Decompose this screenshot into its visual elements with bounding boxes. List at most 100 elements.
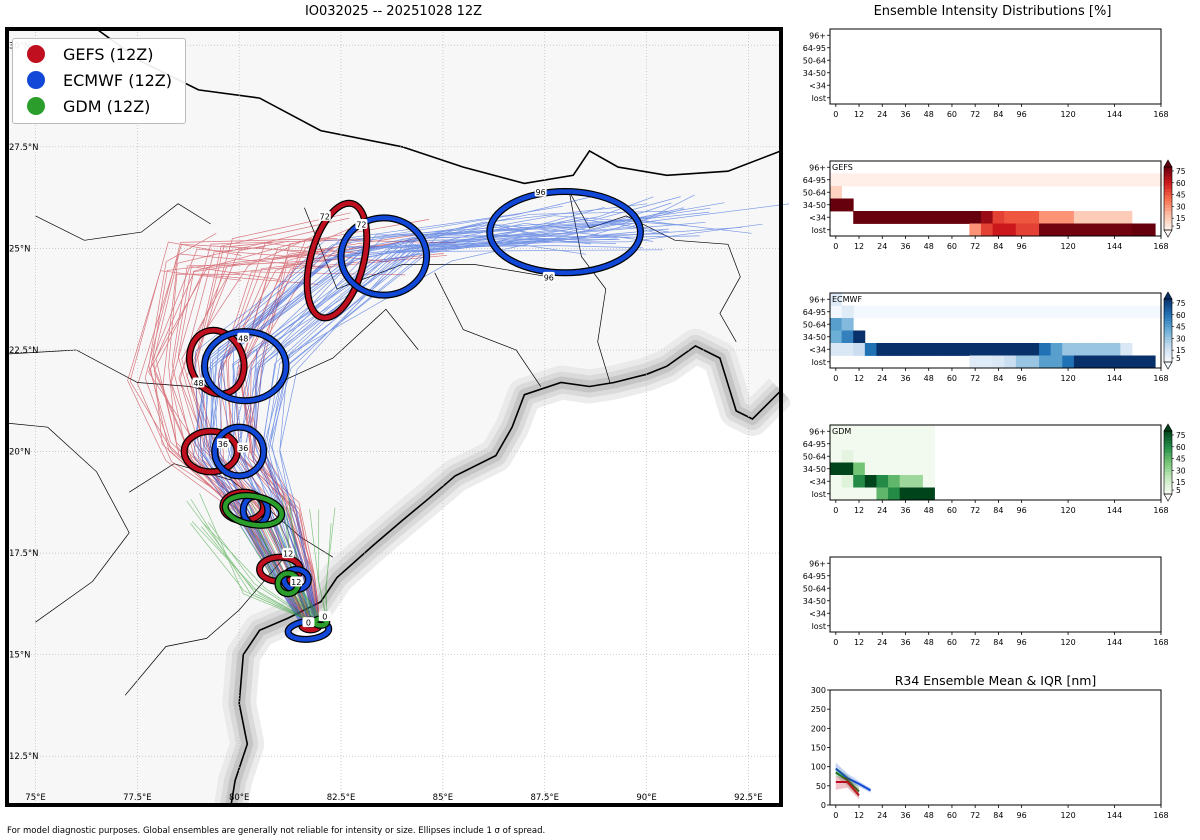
empty-bottom-x-tick-label: 168: [1153, 638, 1168, 647]
ecmwf-x-tick-label: 60: [947, 374, 957, 383]
gefs-cell: [1062, 223, 1075, 237]
gdm-y-tick-label: 96+: [809, 427, 826, 436]
r34-x-tick-label: 36: [900, 811, 910, 820]
gdm-cell: [876, 425, 889, 438]
colorbar-segment: [1164, 176, 1172, 181]
colorbar-segment: [1164, 475, 1172, 479]
gefs-x-tick-label: 72: [970, 242, 980, 251]
ecmwf-x-tick-label: 12: [854, 374, 864, 383]
ecmwf-x-tick-label: 96: [1017, 374, 1027, 383]
gefs-cell: [957, 173, 970, 187]
colorbar-segment: [1164, 352, 1172, 357]
gefs-ellipse-36: [181, 428, 240, 475]
colorbar-segment: [1164, 349, 1172, 354]
gefs-cell: [1143, 223, 1156, 237]
colorbar-segment: [1164, 185, 1172, 190]
colorbar-segment: [1164, 223, 1172, 228]
ecmwf-cell: [980, 355, 993, 369]
ecmwf-cell: [946, 343, 959, 356]
gefs-ellipse-72: [304, 201, 370, 321]
ecmwf-cell: [1039, 305, 1052, 319]
r34-mean-gefs: [835, 781, 860, 797]
ecmwf-y-tick-label: <34: [809, 345, 826, 354]
gefs-cell: [1062, 173, 1075, 187]
gdm-cell: [864, 450, 877, 463]
hour-label: 12: [291, 578, 301, 587]
ensemble-track: [129, 241, 305, 625]
gdm-cell: [830, 437, 843, 451]
empty-top-y-tick-label: <34: [809, 81, 826, 90]
gdm-cell: [841, 462, 854, 476]
ecmwf-cell: [980, 305, 993, 319]
gdm-cell: [864, 462, 877, 476]
empty-bottom-frame: [829, 556, 1162, 633]
colorbar-segment: [1164, 468, 1172, 473]
gdm-x-tick-label: 0: [833, 506, 838, 515]
empty-top-y-tick-label: 34-50: [803, 69, 826, 78]
gefs-cell: [1108, 173, 1121, 187]
gdm-cell: [922, 450, 935, 463]
r34-y-tick-label: 250: [811, 705, 826, 714]
hour-label-bg: [302, 617, 315, 628]
hour-label-bg: [216, 438, 229, 449]
colorbar-segment: [1164, 478, 1172, 482]
gefs-colorbar: 515 30 45 60 75: [1163, 159, 1186, 238]
gdm-cell: [876, 462, 889, 476]
empty-top-x-tick-label: 36: [900, 110, 910, 119]
colorbar-tick-label: 45: [1176, 455, 1186, 464]
empty-top-y-tick-label: lost: [812, 94, 826, 103]
empty-top-y-tick-label: 50-64: [803, 56, 826, 65]
gdm-cell: [911, 425, 924, 438]
gefs-cell: [980, 223, 993, 237]
lat-tick-label: 27.5°N: [9, 143, 39, 153]
gdm-x-tick-label: 60: [947, 506, 957, 515]
hour-label-bg: [192, 377, 205, 388]
gdm-cell: [899, 425, 912, 438]
ecmwf-cell: [830, 330, 843, 344]
gefs-cell: [1039, 211, 1052, 224]
gefs-cell: [876, 173, 889, 187]
ecmwf-cell: [911, 305, 924, 319]
r34-mean-ecmwf: [835, 767, 872, 792]
gefs-cell: [969, 211, 982, 224]
colorbar-segment: [1164, 311, 1172, 316]
colorbar-segment: [1164, 431, 1172, 435]
legend-item-ecmwf: ECMWF (12Z): [27, 68, 172, 92]
gefs-y-tick-label: 34-50: [803, 201, 826, 210]
colorbar-segment: [1164, 355, 1172, 360]
ecmwf-cell: [1050, 305, 1063, 319]
colorbar-tick-label: 15: [1176, 214, 1186, 223]
ecmwf-cell: [853, 305, 866, 319]
colorbar-tick-label: 30: [1176, 202, 1186, 211]
ecmwf-cell: [911, 343, 924, 356]
gefs-cell: [1027, 211, 1040, 224]
gefs-cell: [899, 211, 912, 224]
empty-bottom-y-tick-label: 64-95: [803, 572, 826, 581]
colorbar-segment: [1164, 317, 1172, 322]
gefs-cell: [1073, 211, 1086, 224]
ensemble-track: [265, 223, 763, 631]
gefs-x-tick-label: 96: [1017, 242, 1027, 251]
ecmwf-cell: [1085, 355, 1098, 369]
ecmwf-cell: [922, 305, 935, 319]
gefs-cell: [888, 211, 901, 224]
empty-bottom-y-tick-label: lost: [812, 622, 826, 631]
colorbar-segment: [1164, 330, 1172, 335]
ecmwf-cell: [1015, 343, 1028, 356]
intensity-panel-gdm: 96+ 64-95 50-64 34-50 <34 lost 0 12 24 36 48 60 72 84…: [803, 423, 1186, 515]
hour-label: 96: [544, 273, 554, 282]
gdm-cell: [830, 425, 843, 438]
gdm-cell: [876, 475, 889, 488]
r34-x-tick-label: 24: [877, 811, 887, 820]
ecmwf-cell: [1004, 343, 1017, 356]
colorbar-segment: [1164, 189, 1172, 193]
legend-label-gefs: GEFS (12Z): [63, 44, 154, 64]
ecmwf-ellipse-96: [487, 189, 643, 276]
map-frame: [5, 27, 783, 807]
ecmwf-cell: [1050, 343, 1063, 356]
ecmwf-ellipse-48: [202, 329, 289, 403]
gefs-cell: [1120, 223, 1133, 237]
gefs-cell: [1027, 223, 1040, 237]
empty-bottom-x-tick-label: 120: [1060, 638, 1075, 647]
ecmwf-cell: [1073, 305, 1086, 319]
